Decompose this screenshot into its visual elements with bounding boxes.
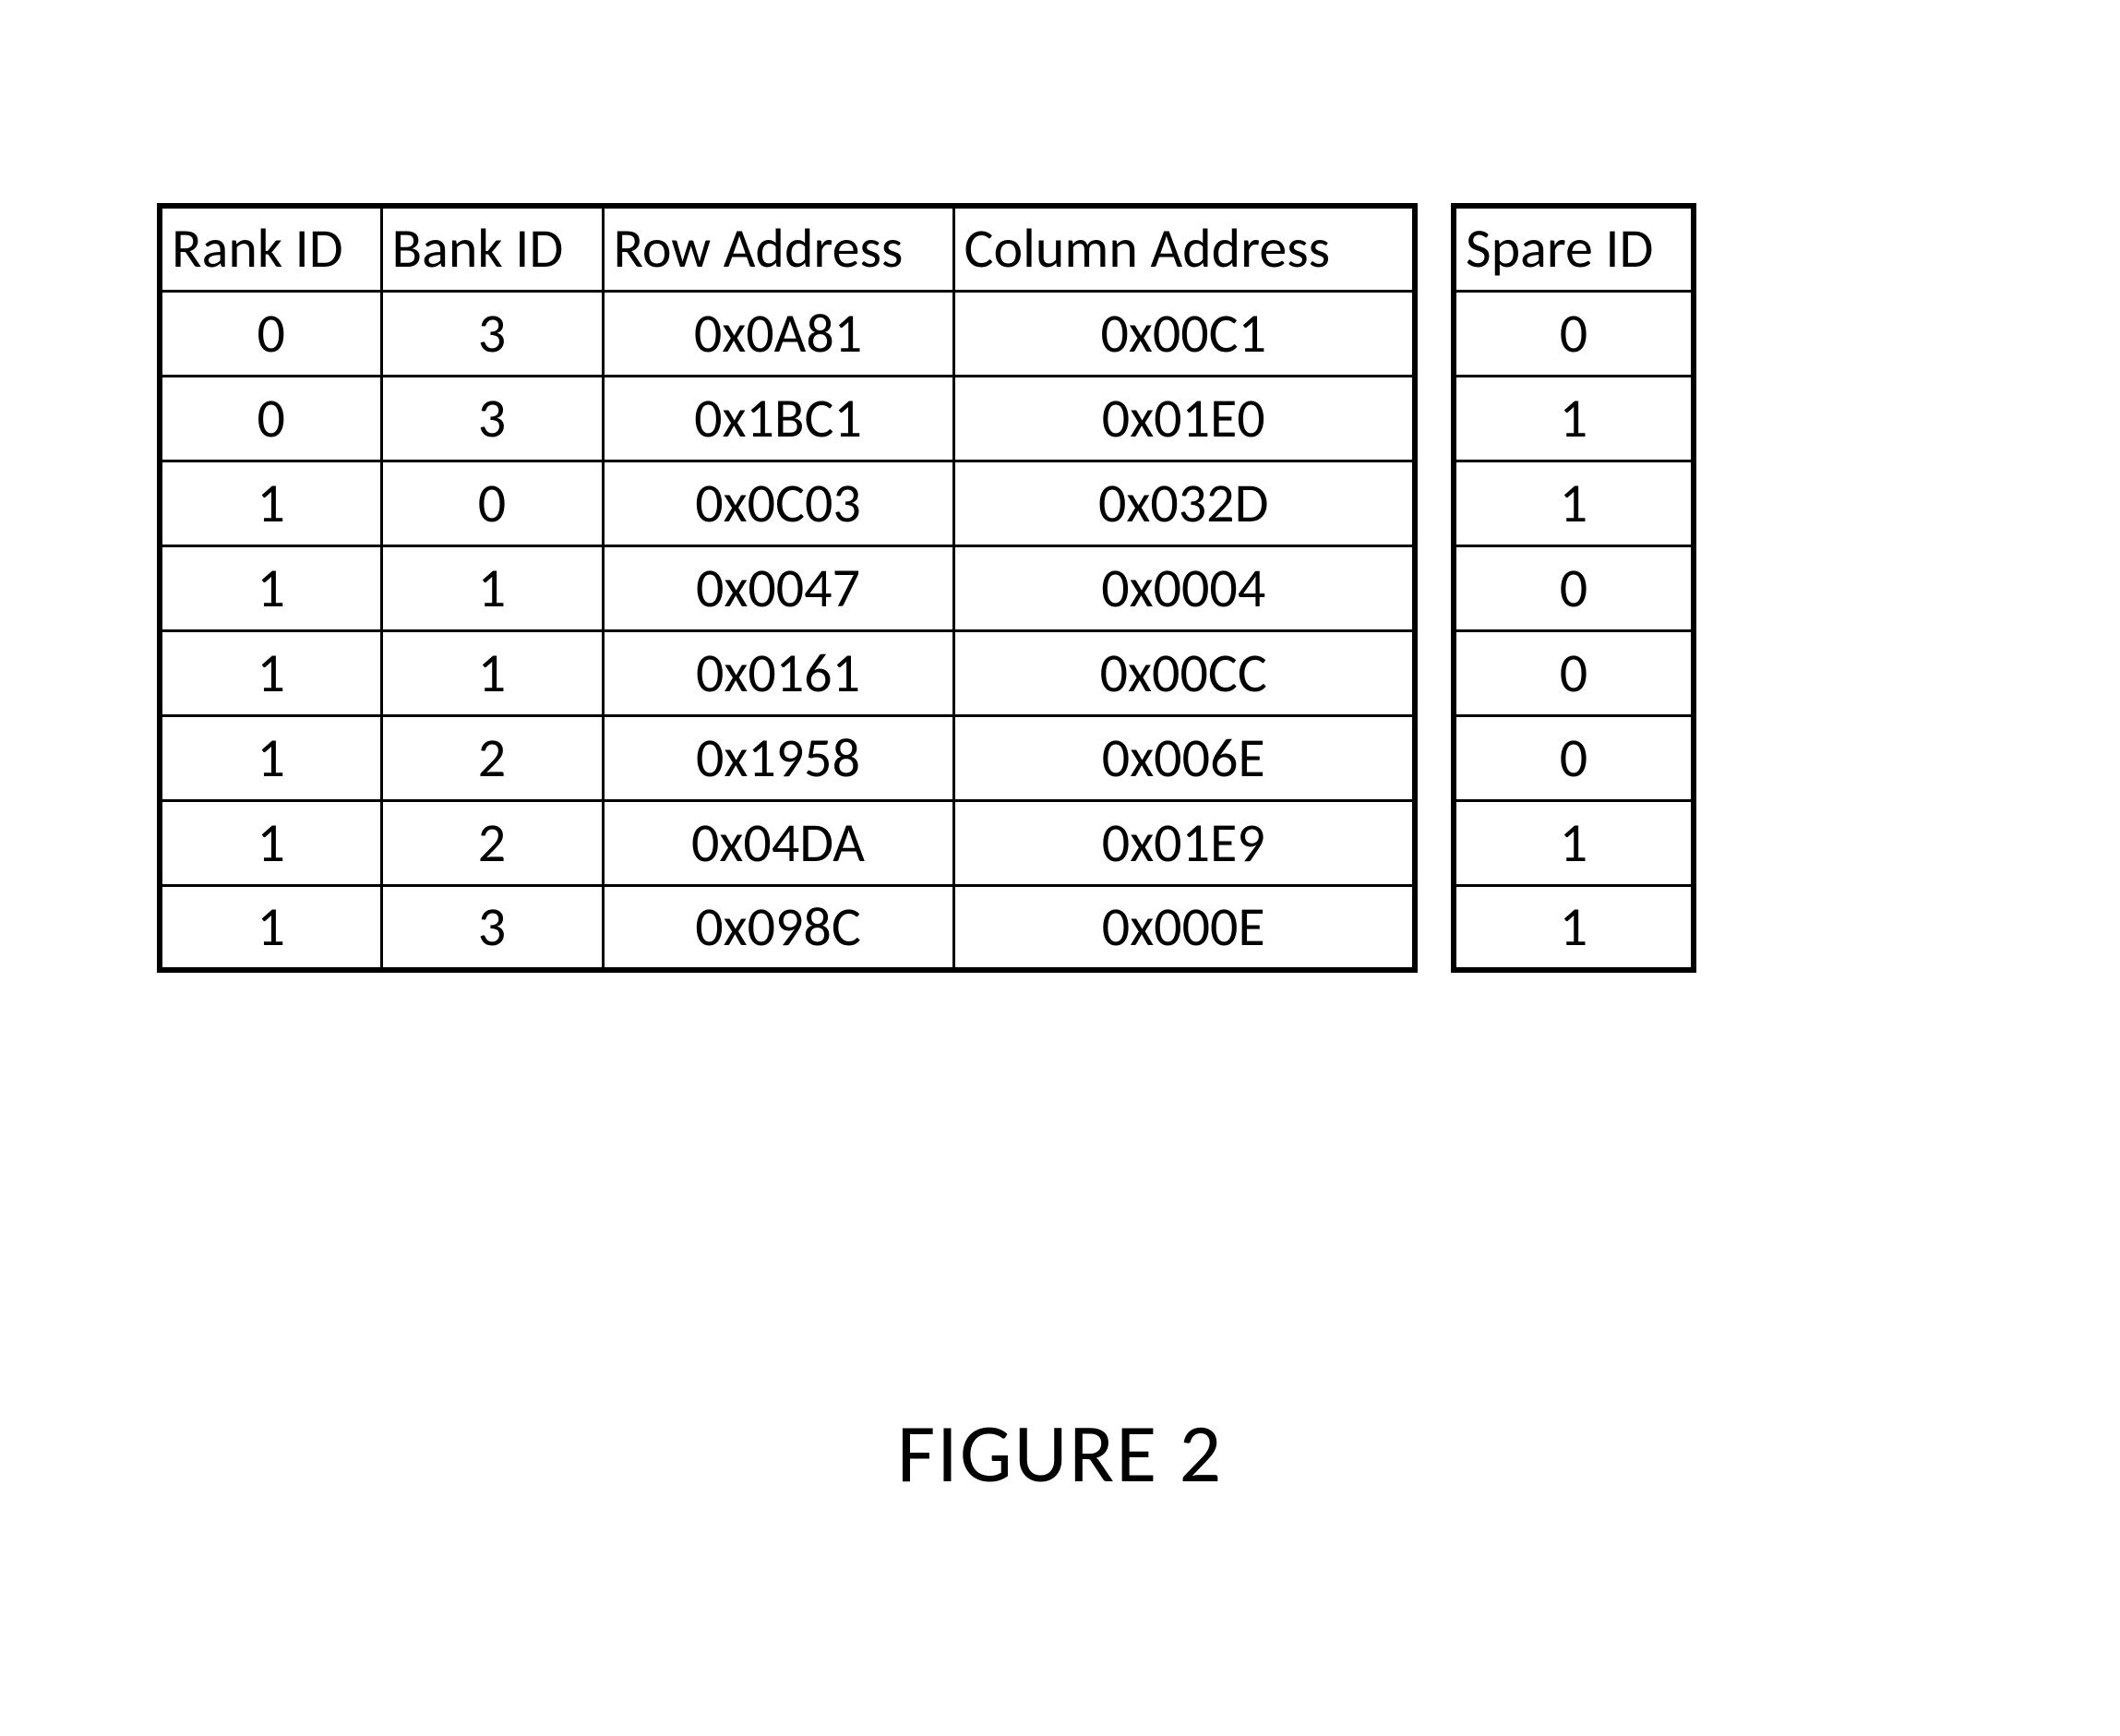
- cell-bank: 0: [381, 461, 603, 545]
- cell-row: 0x04DA: [603, 800, 953, 885]
- page: Rank ID Bank ID Row Address Column Addre…: [0, 0, 2120, 1736]
- cell-bank: 2: [381, 800, 603, 885]
- figure-caption: FIGURE 2: [0, 1403, 2120, 1504]
- cell-spare: 0: [1454, 630, 1694, 715]
- cell-row: 0x0161: [603, 630, 953, 715]
- table-row: 0 3 0x1BC1 0x01E0: [160, 376, 1415, 461]
- cell-spare: 0: [1454, 715, 1694, 800]
- table-gap: [1418, 203, 1451, 973]
- col-header-row-address: Row Address: [603, 206, 953, 291]
- cell-spare: 1: [1454, 885, 1694, 970]
- cell-spare: 1: [1454, 376, 1694, 461]
- cell-row: 0x0C03: [603, 461, 953, 545]
- cell-spare: 0: [1454, 291, 1694, 376]
- address-table: Rank ID Bank ID Row Address Column Addre…: [157, 203, 1418, 973]
- cell-rank: 1: [160, 800, 381, 885]
- cell-col: 0x006E: [953, 715, 1415, 800]
- table-row: 1 2 0x04DA 0x01E9: [160, 800, 1415, 885]
- table-row: 0: [1454, 545, 1694, 630]
- col-header-bank: Bank ID: [381, 206, 603, 291]
- cell-rank: 1: [160, 630, 381, 715]
- cell-col: 0x032D: [953, 461, 1415, 545]
- table-row: 1 3 0x098C 0x000E: [160, 885, 1415, 970]
- cell-col: 0x01E9: [953, 800, 1415, 885]
- table-header-row: Spare ID: [1454, 206, 1694, 291]
- table-row: 1: [1454, 885, 1694, 970]
- cell-spare: 1: [1454, 800, 1694, 885]
- table-row: 0 3 0x0A81 0x00C1: [160, 291, 1415, 376]
- table-row: 0: [1454, 630, 1694, 715]
- col-header-spare: Spare ID: [1454, 206, 1694, 291]
- cell-rank: 1: [160, 885, 381, 970]
- cell-row: 0x098C: [603, 885, 953, 970]
- cell-row: 0x0A81: [603, 291, 953, 376]
- cell-col: 0x01E0: [953, 376, 1415, 461]
- table-row: 1: [1454, 376, 1694, 461]
- cell-row: 0x1958: [603, 715, 953, 800]
- table-row: 1 0 0x0C03 0x032D: [160, 461, 1415, 545]
- table-row: 1 1 0x0161 0x00CC: [160, 630, 1415, 715]
- cell-rank: 1: [160, 461, 381, 545]
- cell-rank: 0: [160, 376, 381, 461]
- cell-col: 0x00C1: [953, 291, 1415, 376]
- cell-bank: 2: [381, 715, 603, 800]
- cell-col: 0x0004: [953, 545, 1415, 630]
- table-row: 1: [1454, 800, 1694, 885]
- table-row: 0: [1454, 291, 1694, 376]
- cell-rank: 0: [160, 291, 381, 376]
- spare-table: Spare ID 0 1 1 0 0 0 1 1: [1451, 203, 1696, 973]
- col-header-rank: Rank ID: [160, 206, 381, 291]
- cell-rank: 1: [160, 715, 381, 800]
- table-row: 1 1 0x0047 0x0004: [160, 545, 1415, 630]
- cell-bank: 3: [381, 376, 603, 461]
- cell-spare: 1: [1454, 461, 1694, 545]
- cell-row: 0x1BC1: [603, 376, 953, 461]
- cell-col: 0x00CC: [953, 630, 1415, 715]
- table-row: 0: [1454, 715, 1694, 800]
- table-header-row: Rank ID Bank ID Row Address Column Addre…: [160, 206, 1415, 291]
- cell-col: 0x000E: [953, 885, 1415, 970]
- col-header-column-address: Column Address: [953, 206, 1415, 291]
- cell-row: 0x0047: [603, 545, 953, 630]
- cell-bank: 1: [381, 545, 603, 630]
- cell-spare: 0: [1454, 545, 1694, 630]
- table-container: Rank ID Bank ID Row Address Column Addre…: [157, 203, 1696, 973]
- cell-bank: 1: [381, 630, 603, 715]
- cell-bank: 3: [381, 885, 603, 970]
- cell-bank: 3: [381, 291, 603, 376]
- cell-rank: 1: [160, 545, 381, 630]
- table-row: 1: [1454, 461, 1694, 545]
- table-row: 1 2 0x1958 0x006E: [160, 715, 1415, 800]
